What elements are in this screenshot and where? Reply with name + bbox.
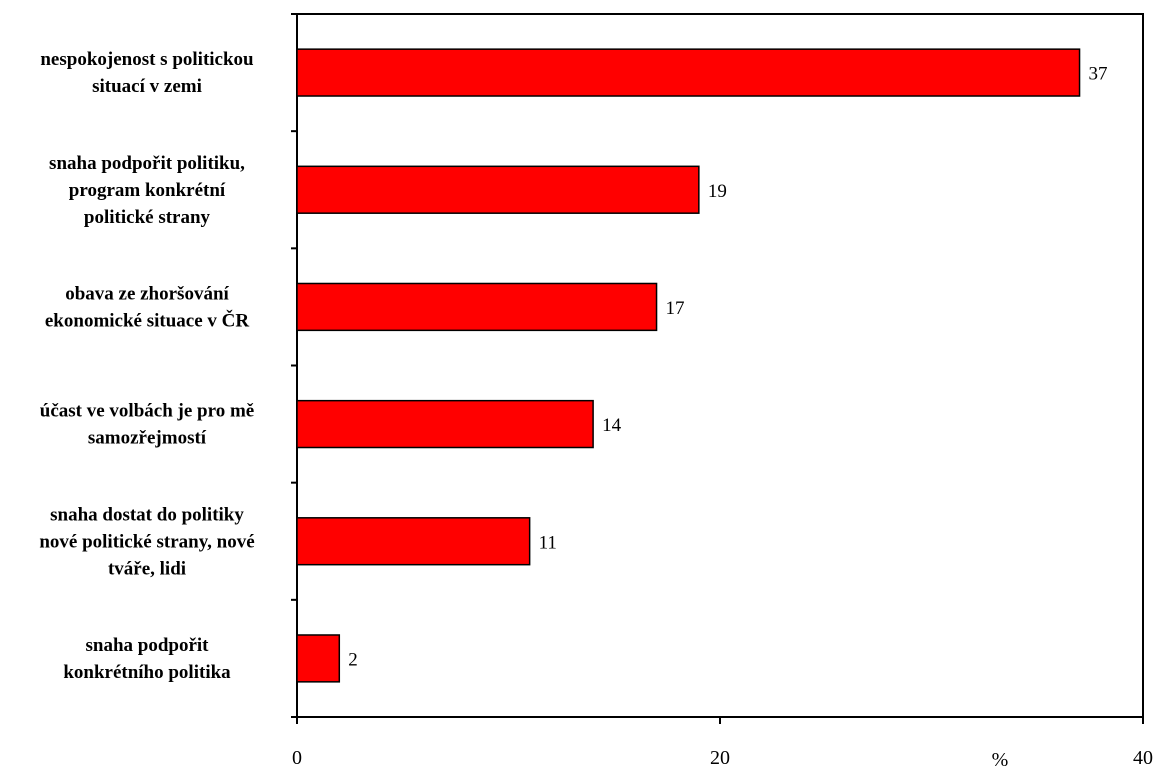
category-label: snaha podpořit politiku, program konkrétn… bbox=[49, 153, 245, 228]
data-label: 37 bbox=[1089, 64, 1108, 85]
data-label: 19 bbox=[708, 181, 727, 202]
category-label: obava ze zhoršování ekonomické situace v … bbox=[45, 283, 250, 331]
category-label: nespokojenost s politickou situací v zemi bbox=[40, 49, 254, 97]
x-tick-labels-group: 0 20 40 bbox=[292, 747, 1153, 769]
data-label: 17 bbox=[666, 298, 685, 319]
category-label: snaha podpořit konkrétního politika bbox=[63, 635, 231, 683]
x-axis-unit-label: % bbox=[992, 749, 1009, 771]
bar bbox=[296, 165, 700, 214]
category-label: snaha dostat do politiky nové politické s… bbox=[39, 504, 254, 579]
x-tick-label: 40 bbox=[1133, 747, 1153, 769]
x-axis-ticks bbox=[296, 717, 1144, 724]
data-label: 11 bbox=[539, 532, 557, 553]
category-labels-group: nespokojenost s politickou situací v zemi… bbox=[39, 49, 254, 683]
bar bbox=[296, 282, 658, 332]
x-tick-label: 0 bbox=[292, 747, 302, 769]
bar bbox=[296, 517, 531, 566]
bar bbox=[296, 48, 1081, 97]
data-label: 2 bbox=[348, 649, 358, 670]
bars-group bbox=[296, 48, 1081, 683]
category-label: účast ve volbách je pro mě samozřejmostí bbox=[40, 401, 254, 449]
y-axis-ticks bbox=[291, 13, 297, 718]
bar bbox=[296, 634, 341, 683]
x-tick-label: 20 bbox=[710, 747, 730, 769]
plot-frame bbox=[296, 13, 1144, 718]
data-labels-group: 37 19 17 14 11 2 bbox=[348, 64, 1107, 671]
bar bbox=[296, 399, 594, 449]
data-label: 14 bbox=[602, 415, 622, 436]
